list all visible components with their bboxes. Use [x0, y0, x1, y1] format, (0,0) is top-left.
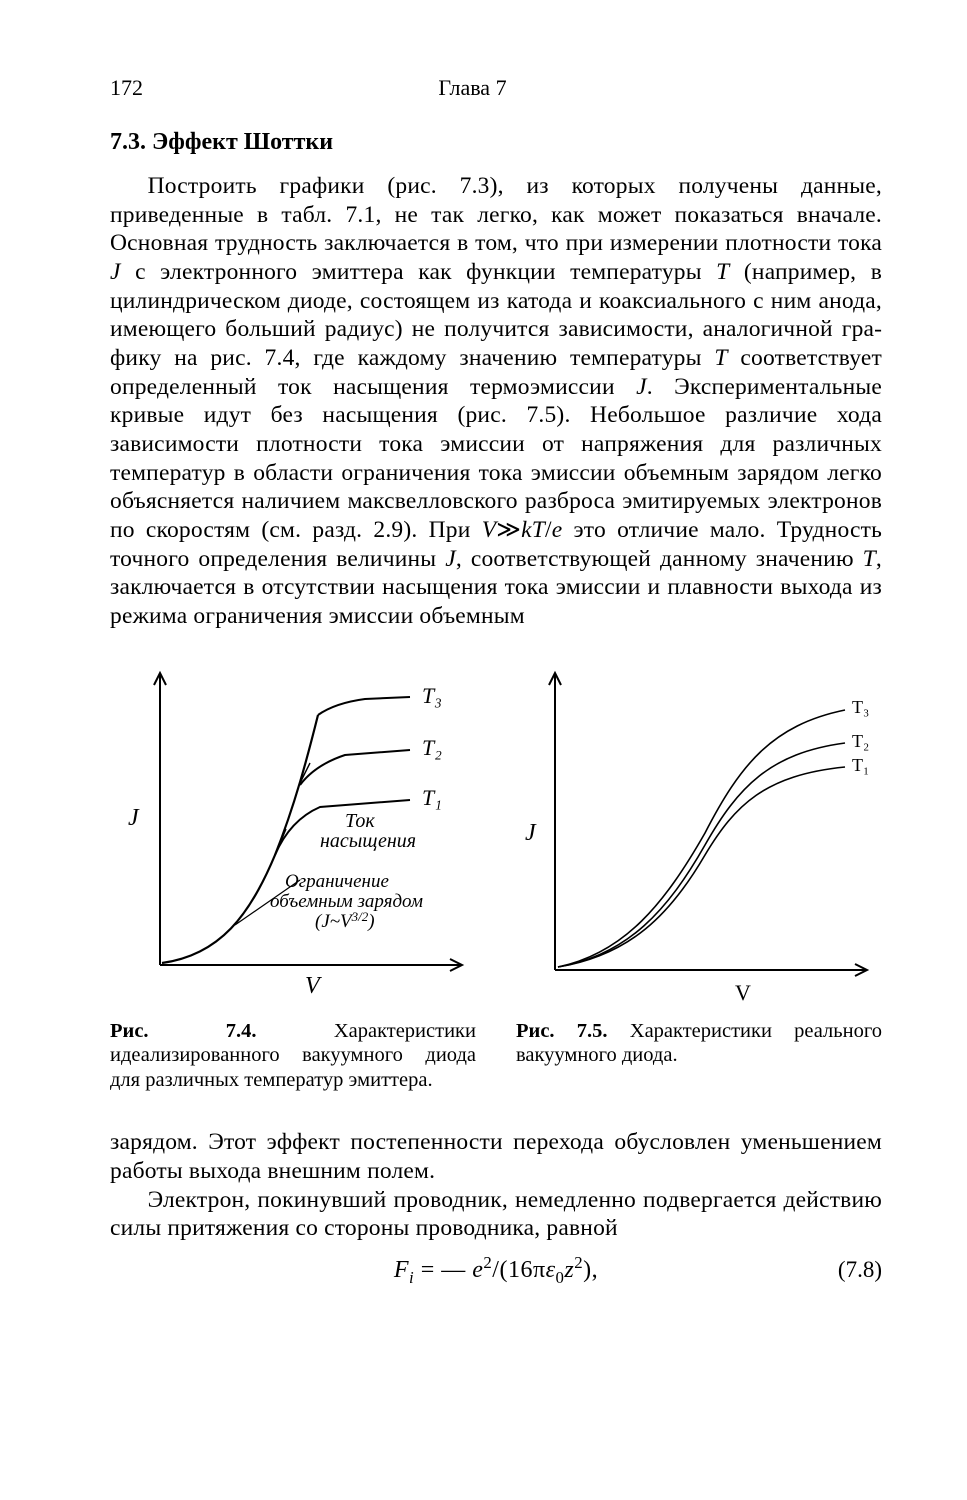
caption-7-4-bold: Рис. 7.4.: [110, 1020, 257, 1042]
equation-number: (7.8): [838, 1257, 882, 1283]
fig75-t3: T₃: [852, 697, 869, 717]
fig74-axis-x: V: [305, 973, 322, 995]
caption-7-4: Рис. 7.4. Характеристики идеализированно…: [110, 1019, 476, 1093]
para2a-text: зарядом. Этот эффект постепенности перех…: [110, 1129, 882, 1184]
equation-text: Fi = — e2/(16πε0z2),: [394, 1253, 598, 1288]
figure-7-4: J V T₃ T₂ T₁ Ток насыщения Ограничение о…: [110, 655, 490, 1005]
caption-7-5: Рис. 7.5. Характеристики реального вакуу…: [516, 1019, 882, 1093]
fig74-sc3: (J~V3/2): [315, 909, 375, 932]
caption-7-5-bold: Рис. 7.5.: [516, 1020, 608, 1042]
fig74-sat2: насыщения: [320, 830, 416, 852]
fig75-t2: T₂: [852, 731, 869, 751]
section-heading: 7.3. Эффект Шоттки: [110, 129, 882, 156]
fig74-t3: T₃: [422, 683, 442, 708]
fig74-t1: T₁: [422, 785, 442, 810]
fig74-t2: T₂: [422, 735, 442, 760]
fig74-axis-y: J: [128, 805, 140, 831]
figure-7-5-svg: J V T₃ T₂ T₁: [510, 655, 890, 1005]
para1-text: Построить графики (рис. 7.3), из которых…: [110, 173, 882, 629]
fig75-axis-x: V: [735, 980, 751, 1005]
figures-row: J V T₃ T₂ T₁ Ток насыщения Ограничение о…: [110, 655, 882, 1005]
figure-7-5: J V T₃ T₂ T₁: [510, 655, 890, 1005]
section-number: 7.3.: [110, 129, 146, 155]
fig74-sat1: Ток: [345, 810, 375, 832]
paragraph-1: Построить графики (рис. 7.3), из которых…: [110, 172, 882, 631]
captions-row: Рис. 7.4. Характеристики идеализированно…: [110, 1019, 882, 1093]
fig74-sc1: Ограничение: [285, 871, 389, 892]
chapter-label: Глава 7: [103, 75, 842, 101]
para2b-text: Электрон, покинувший проводник, немедлен…: [110, 1187, 882, 1242]
fig75-axis-y: J: [525, 820, 537, 846]
section-title-text: Эффект Шоттки: [152, 129, 333, 155]
figure-7-4-svg: J V T₃ T₂ T₁ Ток насыщения Ограничение о…: [110, 655, 490, 995]
page: 172 Глава 7 7.3. Эффект Шоттки Построить…: [0, 0, 967, 1500]
fig74-sc2: объемным зарядом: [270, 891, 423, 912]
running-header: 172 Глава 7: [110, 75, 882, 101]
fig75-t1: T₁: [852, 755, 869, 775]
paragraph-2: зарядом. Этот эффект постепенности перех…: [110, 1128, 882, 1243]
equation-7-8: Fi = — e2/(16πε0z2), (7.8): [110, 1253, 882, 1288]
